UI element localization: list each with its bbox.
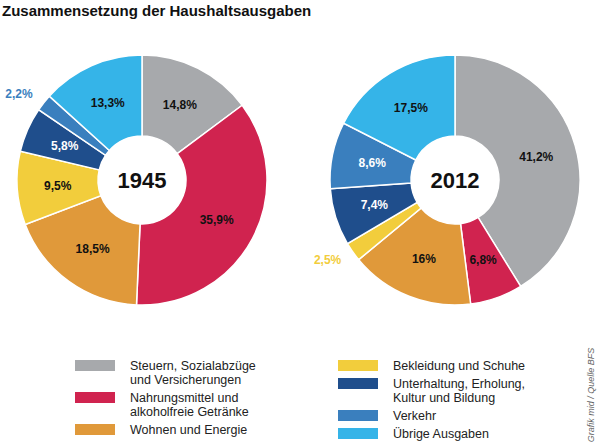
center-label: 2012 <box>431 168 480 193</box>
legend-item: Steuern, Sozialabzüge und Versicherungen <box>75 359 259 387</box>
data-label: 14,8% <box>163 98 197 112</box>
legend-swatch <box>338 360 378 371</box>
legend-label: Übrige Ausgaben <box>393 427 489 441</box>
data-label: 2,5% <box>314 253 342 267</box>
legend-label: Unterhaltung, Erholung, Kultur und Bildu… <box>393 377 529 405</box>
data-label: 7,4% <box>361 198 389 212</box>
chart-container: Zusammensetzung der Haushaltsausgaben 194… <box>0 0 600 448</box>
legend-line: Bekleidung und Schuhe <box>393 359 525 373</box>
legend-line: Übrige Ausgaben <box>393 427 489 441</box>
chart-svg: Zusammensetzung der Haushaltsausgaben 194… <box>0 0 600 448</box>
legend-line: Kultur und Bildung <box>393 391 495 405</box>
center-label: 1945 <box>118 168 167 193</box>
data-label: 18,5% <box>76 242 110 256</box>
data-label: 17,5% <box>394 101 428 115</box>
legend-line: alkoholfreie Getränke <box>130 405 249 419</box>
legend-swatch <box>338 410 378 421</box>
slice <box>137 105 267 305</box>
data-label: 41,2% <box>519 150 553 164</box>
legend-line: Wohnen und Energie <box>130 423 247 437</box>
data-label: 8,6% <box>359 156 387 170</box>
legend-label: Bekleidung und Schuhe <box>393 359 525 373</box>
legend-line: Steuern, Sozialabzüge <box>130 359 259 373</box>
legend-line: und Versicherungen <box>130 373 241 387</box>
legend-swatch <box>75 424 115 435</box>
legend-line: Nahrungsmittel und <box>130 391 242 405</box>
donut: 2012 41,2% 6,8% 16% 2,5% 7,4% 8,6% 17,5% <box>314 55 580 305</box>
legend-item: Unterhaltung, Erholung, Kultur und Bildu… <box>338 377 529 405</box>
data-label: 16% <box>412 252 436 266</box>
legend: Steuern, Sozialabzüge und Versicherungen… <box>75 359 529 441</box>
legend-label: Nahrungsmittel und alkoholfreie Getränke <box>130 391 249 419</box>
legend-item: Wohnen und Energie <box>75 423 247 437</box>
legend-label: Steuern, Sozialabzüge und Versicherungen <box>130 359 259 387</box>
legend-label: Wohnen und Energie <box>130 423 247 437</box>
slice <box>49 55 142 150</box>
legend-item: Bekleidung und Schuhe <box>338 359 525 373</box>
legend-line: Verkehr <box>393 409 436 423</box>
slice <box>330 183 417 244</box>
legend-swatch <box>338 428 378 439</box>
data-label: 2,2% <box>5 87 33 101</box>
data-label: 5,8% <box>51 139 79 153</box>
data-label: 6,8% <box>469 253 497 267</box>
data-label: 35,9% <box>200 213 234 227</box>
legend-item: Übrige Ausgaben <box>338 427 489 441</box>
data-label: 9,5% <box>44 179 72 193</box>
slice <box>344 55 455 160</box>
legend-swatch <box>75 392 115 403</box>
donut: 1945 14,8% 35,9% 18,5% 9,5% 5,8% 2,2% 13,3% <box>5 55 267 305</box>
legend-line: Unterhaltung, Erholung, <box>393 377 529 391</box>
chart-title: Zusammensetzung der Haushaltsausgaben <box>2 2 311 19</box>
legend-swatch <box>338 378 378 389</box>
legend-item: Nahrungsmittel und alkoholfreie Getränke <box>75 391 249 419</box>
legend-label: Verkehr <box>393 409 436 423</box>
legend-swatch <box>75 360 115 371</box>
credit: Grafik mid / Quelle BFS <box>586 348 596 443</box>
data-label: 13,3% <box>91 96 125 110</box>
legend-item: Verkehr <box>338 409 436 423</box>
